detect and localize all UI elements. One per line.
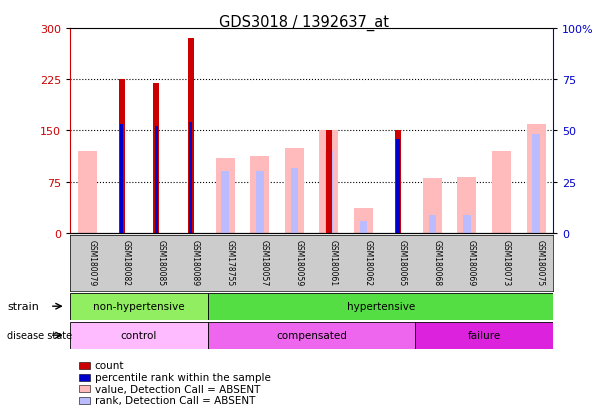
- Text: non-hypertensive: non-hypertensive: [93, 301, 185, 312]
- Bar: [119, 80, 125, 233]
- Bar: [79, 362, 90, 369]
- Bar: [423, 179, 442, 233]
- Bar: [221, 172, 229, 233]
- Bar: [354, 208, 373, 233]
- Bar: [429, 216, 436, 233]
- Bar: [78, 152, 97, 233]
- Bar: [188, 39, 194, 233]
- Bar: [359, 222, 367, 233]
- Bar: [325, 152, 333, 233]
- Text: GSM180079: GSM180079: [87, 240, 96, 286]
- Bar: [120, 124, 123, 233]
- Text: GDS3018 / 1392637_at: GDS3018 / 1392637_at: [219, 14, 389, 31]
- Bar: [319, 131, 339, 233]
- Bar: [189, 122, 193, 233]
- Text: strain: strain: [7, 301, 39, 311]
- Bar: [79, 397, 90, 404]
- Text: hypertensive: hypertensive: [347, 301, 415, 312]
- Text: GSM180057: GSM180057: [260, 240, 269, 286]
- Bar: [216, 158, 235, 233]
- Bar: [250, 157, 269, 233]
- Text: rank, Detection Call = ABSENT: rank, Detection Call = ABSENT: [95, 395, 255, 405]
- Text: GSM178755: GSM178755: [226, 240, 234, 286]
- Bar: [153, 83, 159, 233]
- Bar: [492, 152, 511, 233]
- Bar: [291, 169, 298, 233]
- Bar: [285, 148, 304, 233]
- Bar: [415, 322, 553, 349]
- Text: GSM180059: GSM180059: [294, 240, 303, 286]
- Text: GSM180085: GSM180085: [156, 240, 165, 286]
- Bar: [154, 126, 158, 233]
- Bar: [79, 385, 90, 392]
- Text: GSM180065: GSM180065: [398, 240, 407, 286]
- Text: value, Detection Call = ABSENT: value, Detection Call = ABSENT: [95, 384, 260, 394]
- Text: GSM180068: GSM180068: [432, 240, 441, 286]
- Bar: [396, 139, 399, 233]
- Text: count: count: [95, 361, 125, 370]
- Bar: [395, 131, 401, 233]
- Bar: [527, 124, 545, 233]
- Text: GSM180069: GSM180069: [467, 240, 476, 286]
- Text: failure: failure: [468, 330, 501, 341]
- Text: GSM180082: GSM180082: [122, 240, 131, 286]
- Bar: [208, 293, 553, 320]
- Text: percentile rank within the sample: percentile rank within the sample: [95, 372, 271, 382]
- Bar: [463, 216, 471, 233]
- Bar: [70, 293, 208, 320]
- Bar: [326, 131, 332, 233]
- Bar: [70, 322, 208, 349]
- Bar: [457, 178, 477, 233]
- Text: GSM180089: GSM180089: [191, 240, 200, 286]
- Text: compensated: compensated: [276, 330, 347, 341]
- Text: GSM180061: GSM180061: [329, 240, 338, 286]
- Text: GSM180075: GSM180075: [536, 240, 545, 286]
- Text: control: control: [121, 330, 157, 341]
- Bar: [532, 135, 540, 233]
- Text: disease state: disease state: [7, 330, 72, 340]
- Text: GSM180073: GSM180073: [502, 240, 511, 286]
- Bar: [256, 172, 264, 233]
- Bar: [208, 322, 415, 349]
- Text: GSM180062: GSM180062: [364, 240, 372, 286]
- Bar: [79, 374, 90, 381]
